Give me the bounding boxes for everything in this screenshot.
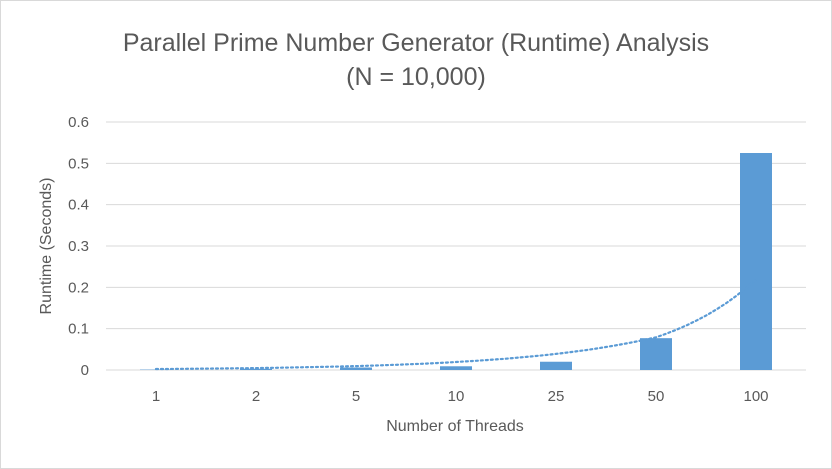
y-tick-label: 0.6 [68,114,89,131]
x-tick-label: 2 [252,388,260,405]
x-axis-label: Number of Threads [386,418,524,435]
trendline-layer [154,278,758,371]
y-tick-label: 0.2 [68,279,89,296]
x-tick-label: 100 [743,388,768,405]
bars [140,153,772,370]
chart-title: Parallel Prime Number Generator (Runtime… [0,26,832,94]
y-tick-label: 0.1 [68,321,89,338]
x-tick-label: 10 [448,388,465,405]
bar-50 [640,338,672,370]
y-axis-ticks: 0 0.1 0.2 0.3 0.4 0.5 0.6 [68,114,89,379]
y-tick-label: 0 [81,362,89,379]
x-tick-label: 50 [648,388,665,405]
trendline [154,278,758,371]
chart-title-line-2: (N = 10,000) [346,63,486,91]
y-tick-label: 0.4 [68,197,89,214]
bar-5 [340,367,372,370]
x-tick-label: 5 [352,388,360,405]
y-tick-label: 0.3 [68,238,89,255]
y-tick-label: 0.5 [68,155,89,172]
chart-title-line-1: Parallel Prime Number Generator (Runtime… [122,29,710,57]
bar-2 [240,368,272,370]
bar-10 [440,366,472,370]
x-axis-ticks: 1 2 5 10 25 50 100 [152,388,769,405]
y-axis-label: Runtime (Seconds) [38,178,55,315]
bar-25 [540,361,572,370]
x-tick-label: 25 [548,388,565,405]
gridlines [106,121,806,371]
bar-100 [740,153,772,370]
x-tick-label: 1 [152,388,160,405]
